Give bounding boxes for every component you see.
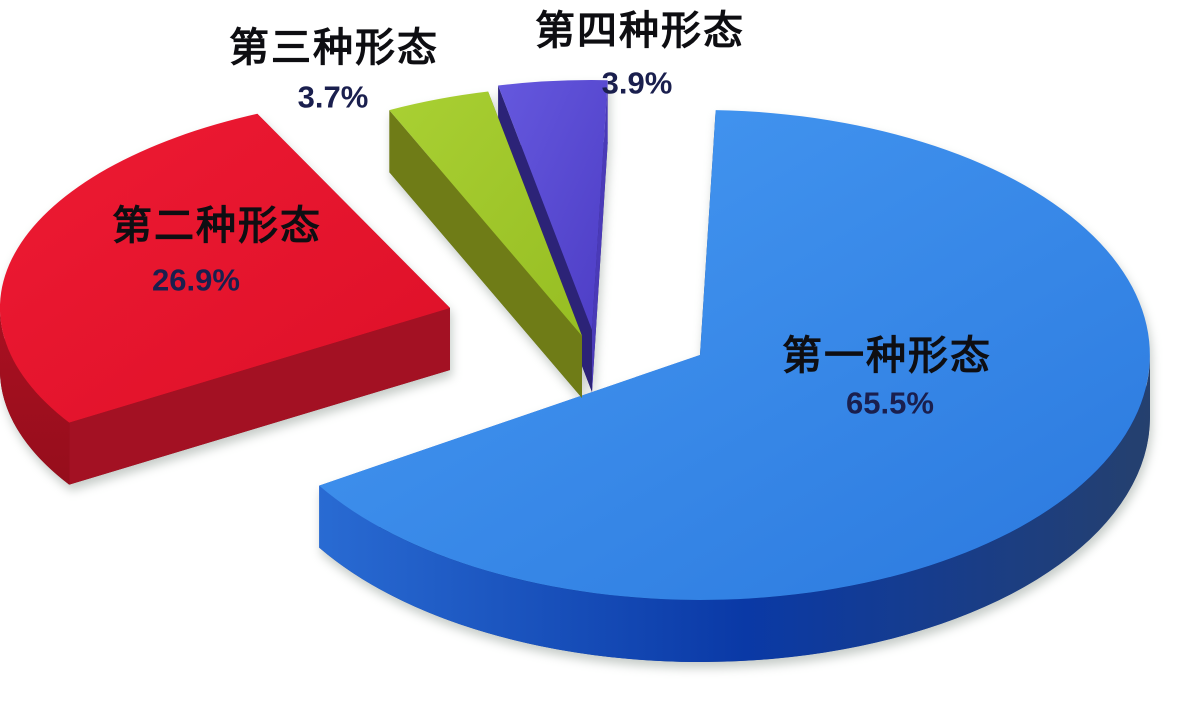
- pie-slice-1-top: [319, 110, 1150, 600]
- slice-pct-label-3: 3.7%: [297, 79, 369, 115]
- pie-slice-3-start-wall: [389, 110, 582, 398]
- pie-slice-2-start-wall: [69, 308, 450, 485]
- slice-pct-label-4: 3.9%: [601, 65, 673, 101]
- pie-slice-3-top: [389, 91, 582, 336]
- slice-pct-label-2: 26.9%: [152, 262, 240, 298]
- pie-slice-4-top: [498, 80, 608, 330]
- pie-slice-2-top: [0, 113, 450, 423]
- slice-name-label-1: 第一种形态: [782, 334, 992, 378]
- pie-slice-1: [319, 110, 1150, 663]
- pie-slice-4-end-wall: [592, 80, 608, 392]
- slice-pct-label-1: 65.5%: [846, 385, 934, 421]
- slice-name-label-2: 第二种形态: [112, 204, 322, 248]
- slice-name-label-3: 第三种形态: [229, 26, 439, 70]
- pie-slice-1-rim: [319, 355, 1150, 663]
- pie-slice-2: [0, 113, 450, 485]
- slice-name-label-4: 第四种形态: [535, 9, 745, 53]
- pie-slice-2-rim: [0, 308, 70, 485]
- pie-slice-3: [389, 91, 582, 398]
